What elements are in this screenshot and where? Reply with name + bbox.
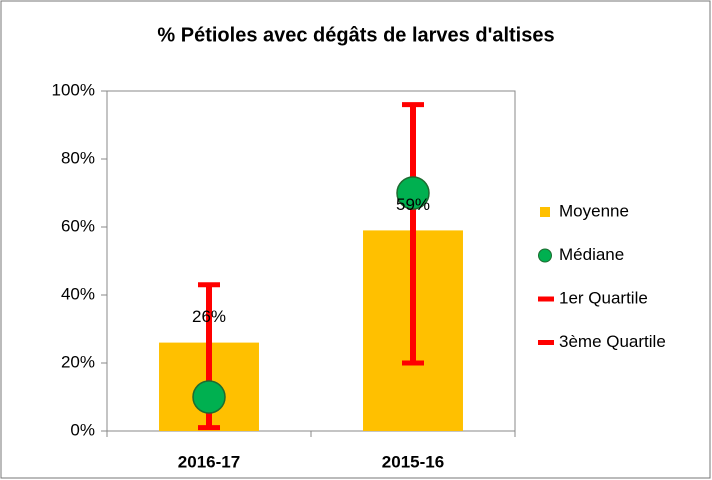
y-tick-label: 0% [70,420,95,439]
legend-label: 1er Quartile [559,288,648,307]
legend-label: Médiane [559,245,624,264]
y-tick-label: 20% [61,352,95,371]
value-label: 59% [396,195,430,214]
chart-title: % Pétioles avec dégâts de larves d'altis… [157,24,554,46]
legend-swatch [538,248,552,263]
y-tick-label: 100% [52,80,95,99]
x-tick-label: 2015-16 [382,452,444,471]
y-tick-label: 40% [61,284,95,303]
median-marker [192,380,226,414]
value-label: 26% [192,307,226,326]
median-marker [396,176,430,210]
x-tick-label: 2016-17 [178,452,240,471]
legend-label: Moyenne [559,201,629,220]
y-tick-label: 60% [61,216,95,235]
legend-swatch [540,207,550,217]
y-tick-label: 80% [61,148,95,167]
legend-label: 3ème Quartile [559,332,666,351]
